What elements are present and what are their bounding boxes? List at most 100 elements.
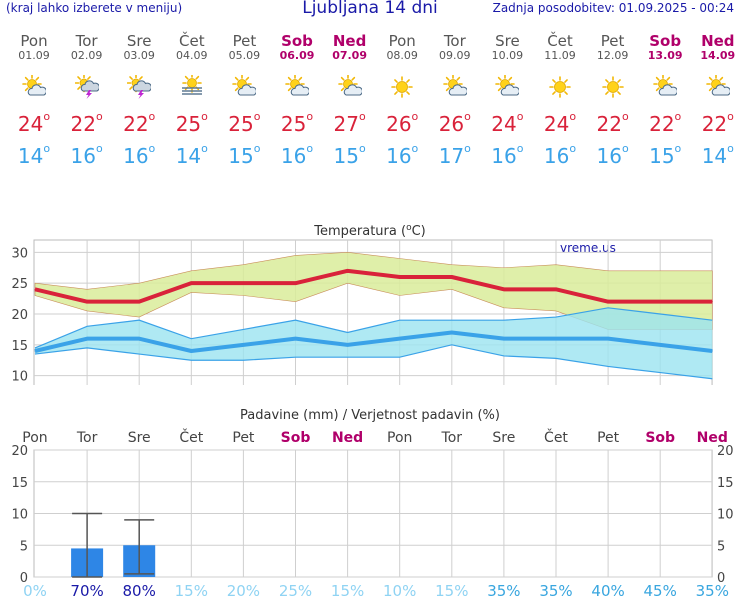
min-temp: 14o xyxy=(17,142,51,168)
sun-cloud-icon xyxy=(653,74,679,99)
day-name: Sre xyxy=(495,32,520,50)
min-temp: 17o xyxy=(438,142,471,168)
day-name: Ned xyxy=(701,32,735,50)
day-column: Pon 08.09 26o 16o xyxy=(376,33,428,173)
max-temp: 22o xyxy=(70,110,103,136)
min-temp-point xyxy=(503,338,505,340)
precip-probability-label: 15% xyxy=(435,582,468,598)
min-temp: 16o xyxy=(123,142,156,168)
max-temp: 22o xyxy=(596,110,629,136)
day-date: 07.09 xyxy=(332,49,367,62)
day-date: 12.09 xyxy=(596,49,629,62)
max-temp-line xyxy=(34,268,713,304)
thunderstorm-sun-icon xyxy=(126,73,153,99)
day-name: Čet xyxy=(547,32,573,50)
min-temp: 15o xyxy=(333,142,366,168)
min-temp: 15o xyxy=(228,142,261,168)
precip-probability-label: 40% xyxy=(591,582,624,598)
min-temp-point xyxy=(86,338,88,340)
day-date: 14.09 xyxy=(700,49,736,62)
precip-probability-label: 0% xyxy=(23,582,47,598)
min-temp: 14o xyxy=(701,142,734,168)
max-temp-point xyxy=(86,301,88,303)
precip-probability-label: 35% xyxy=(696,582,729,598)
y-tick-label-right: 5 xyxy=(717,539,725,554)
day-name: Sre xyxy=(126,32,152,50)
precip-probability-label: 20% xyxy=(227,582,260,598)
precip-probability-label: 70% xyxy=(70,582,103,598)
day-date: 09.09 xyxy=(439,49,471,62)
x-tick-label: Sob xyxy=(645,430,675,446)
max-temp: 26o xyxy=(438,110,471,136)
precip-probability-label: 15% xyxy=(331,582,364,598)
day-column: Sre 10.09 24o 16o xyxy=(481,33,533,173)
min-temp-point xyxy=(451,332,453,333)
min-temp-upper-line xyxy=(34,307,713,349)
max-temp-point xyxy=(555,288,557,290)
day-date: 06.09 xyxy=(279,49,315,62)
min-temp-point xyxy=(711,350,713,352)
min-temp-point xyxy=(399,338,401,340)
y-tick-label: 20 xyxy=(11,308,28,323)
max-temp-point xyxy=(138,301,140,303)
thunderstorm-sun-icon xyxy=(74,73,100,99)
sun-fog-icon xyxy=(180,73,204,99)
day-name: Tor xyxy=(75,32,98,50)
min-temp-line xyxy=(34,330,713,353)
min-temp: 16o xyxy=(491,142,524,168)
sun-cloud-icon xyxy=(285,74,310,99)
precipitation-chart-title: Padavine (mm) / Verjetnost padavin (%) xyxy=(240,408,500,423)
precip-probability-label: 25% xyxy=(279,582,312,598)
max-temp: 24o xyxy=(543,110,577,136)
max-temp-point xyxy=(451,276,453,278)
min-temp-point xyxy=(190,350,192,352)
x-tick-label: Tor xyxy=(441,430,463,446)
day-date: 04.09 xyxy=(176,49,208,62)
precip-error-bar xyxy=(72,512,103,578)
max-temp-point xyxy=(295,282,296,284)
sun-cloud-icon xyxy=(232,74,258,99)
min-temp-point xyxy=(607,338,609,340)
sun-icon xyxy=(601,75,625,99)
y-tick-label-right: 20 xyxy=(717,444,734,459)
temperature-chart: Temperatura (oC) vreme.us 10 15 20 25 30 xyxy=(11,223,713,385)
y-tick-label-left: 15 xyxy=(11,476,28,491)
x-tick-label: Pon xyxy=(387,430,412,446)
precipitation-chart: Padavine (mm) / Verjetnost padavin (%) P… xyxy=(11,408,734,598)
day-name: Pon xyxy=(20,32,48,50)
max-temp: 25o xyxy=(228,110,261,136)
sun-cloud-icon xyxy=(495,74,521,99)
precip-probability-label: 35% xyxy=(539,582,572,598)
min-temp-point xyxy=(555,338,557,340)
day-date: 01.09 xyxy=(18,49,50,62)
precip-probability-label: 10% xyxy=(383,582,416,598)
day-date: 03.09 xyxy=(123,49,155,62)
day-column: Sre 03.09 22o 16o xyxy=(113,33,165,173)
day-column: Ned 07.09 27o 15o xyxy=(324,33,376,173)
min-temp-point xyxy=(34,350,36,352)
max-temp-point xyxy=(503,288,505,290)
day-column: Ned 14.09 22o 14o xyxy=(692,33,740,173)
day-name: Pet xyxy=(600,32,625,50)
sun-cloud-icon xyxy=(705,74,731,99)
sun-icon xyxy=(548,75,572,99)
max-temp-point xyxy=(607,301,609,303)
y-tick-label-left: 5 xyxy=(20,539,28,554)
day-column: Pon 01.09 24o 14o xyxy=(8,33,60,173)
day-name: Pon xyxy=(388,32,416,50)
y-tick-label: 15 xyxy=(11,339,28,354)
min-temp: 16o xyxy=(596,142,629,168)
day-date: 08.09 xyxy=(386,49,418,62)
min-temp-point xyxy=(138,338,140,340)
x-tick-label: Sre xyxy=(492,430,515,446)
precip-probability-label: 35% xyxy=(487,582,520,598)
y-tick-label-right: 15 xyxy=(717,476,734,491)
sun-cloud-icon xyxy=(442,74,468,99)
day-column: Tor 02.09 22o 16o xyxy=(61,33,113,173)
min-temp: 16o xyxy=(543,142,577,168)
min-temp: 16o xyxy=(70,142,103,168)
max-temp-point xyxy=(347,270,349,272)
y-tick-label: 25 xyxy=(11,277,28,292)
temperature-chart-title: Temperatura (oC) xyxy=(313,223,425,239)
location-menu-hint[interactable]: (kraj lahko izberete v meniju) xyxy=(6,1,183,15)
